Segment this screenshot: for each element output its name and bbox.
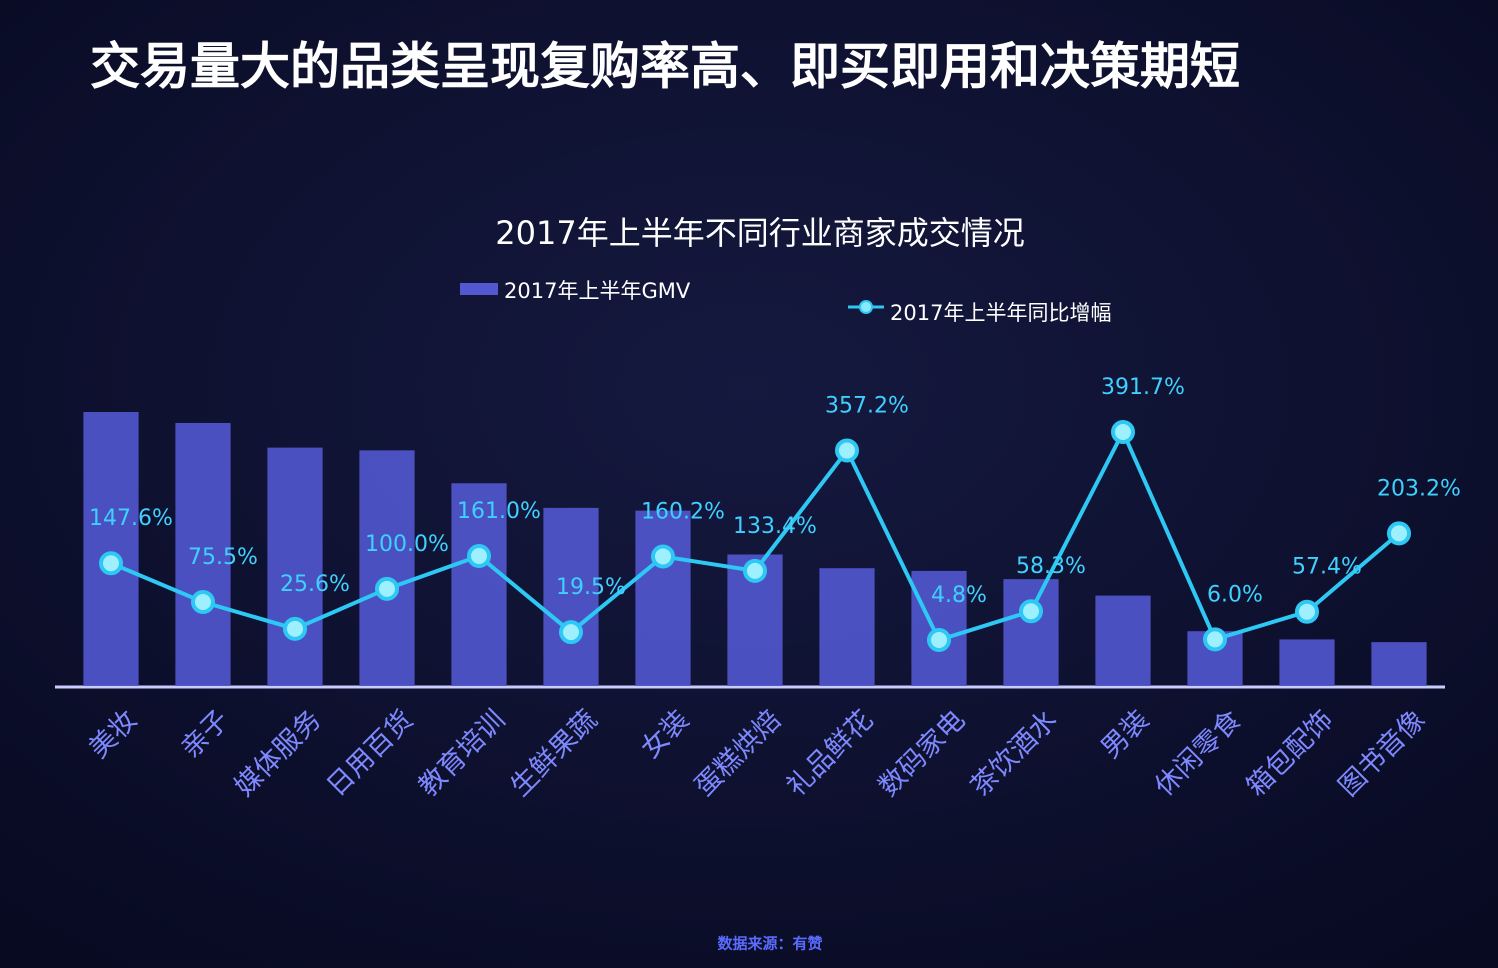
data-label: 160.2%: [641, 499, 725, 524]
point: [1387, 521, 1411, 546]
point: [467, 544, 491, 569]
data-label: 4.8%: [931, 583, 987, 608]
chart-title: 2017年上半年不同行业商家成交情况: [495, 214, 1024, 252]
bar: [1371, 642, 1427, 686]
point: [1111, 420, 1135, 444]
legend-swatch-bar: [460, 283, 498, 295]
point: [99, 551, 123, 576]
bar: [819, 568, 875, 686]
data-label: 100.0%: [365, 532, 449, 557]
data-label: 75.5%: [188, 545, 258, 570]
data-label: 147.6%: [89, 506, 173, 531]
data-label: 133.4%: [733, 514, 817, 539]
source: 数据来源：有赞: [717, 935, 822, 953]
point: [1295, 599, 1319, 624]
bar: [451, 483, 507, 686]
slide-title: 交易量大的品类呈现复购率高、即买即用和决策期短: [90, 38, 1240, 96]
legend-swatch-dot: [859, 300, 873, 314]
data-label: 161.0%: [457, 499, 541, 524]
bar: [543, 507, 599, 686]
data-label: 57.4%: [1292, 555, 1362, 580]
data-label: 58.3%: [1016, 554, 1086, 579]
bar: [1095, 595, 1151, 686]
point: [651, 544, 675, 569]
point: [283, 616, 307, 641]
point: [927, 628, 951, 652]
legend-label: 2017年上半年GMV: [504, 279, 691, 303]
bar: [1279, 639, 1335, 686]
point: [559, 620, 583, 645]
data-label: 357.2%: [825, 394, 909, 419]
legend-label: 2017年上半年同比增幅: [890, 301, 1111, 325]
point: [835, 438, 859, 463]
bar: [635, 510, 691, 686]
data-label: 203.2%: [1377, 476, 1461, 501]
point: [743, 558, 767, 583]
data-label: 6.0%: [1207, 582, 1263, 607]
bar: [83, 412, 139, 686]
point: [1019, 599, 1043, 624]
data-label: 19.5%: [556, 575, 626, 600]
bar: [267, 447, 323, 686]
point: [1203, 627, 1227, 652]
bar: [1003, 579, 1059, 686]
point: [375, 576, 399, 601]
bar: [359, 450, 415, 686]
data-label: 391.7%: [1101, 375, 1185, 400]
bar: [175, 422, 231, 686]
point: [191, 589, 215, 614]
data-label: 25.6%: [280, 572, 350, 597]
